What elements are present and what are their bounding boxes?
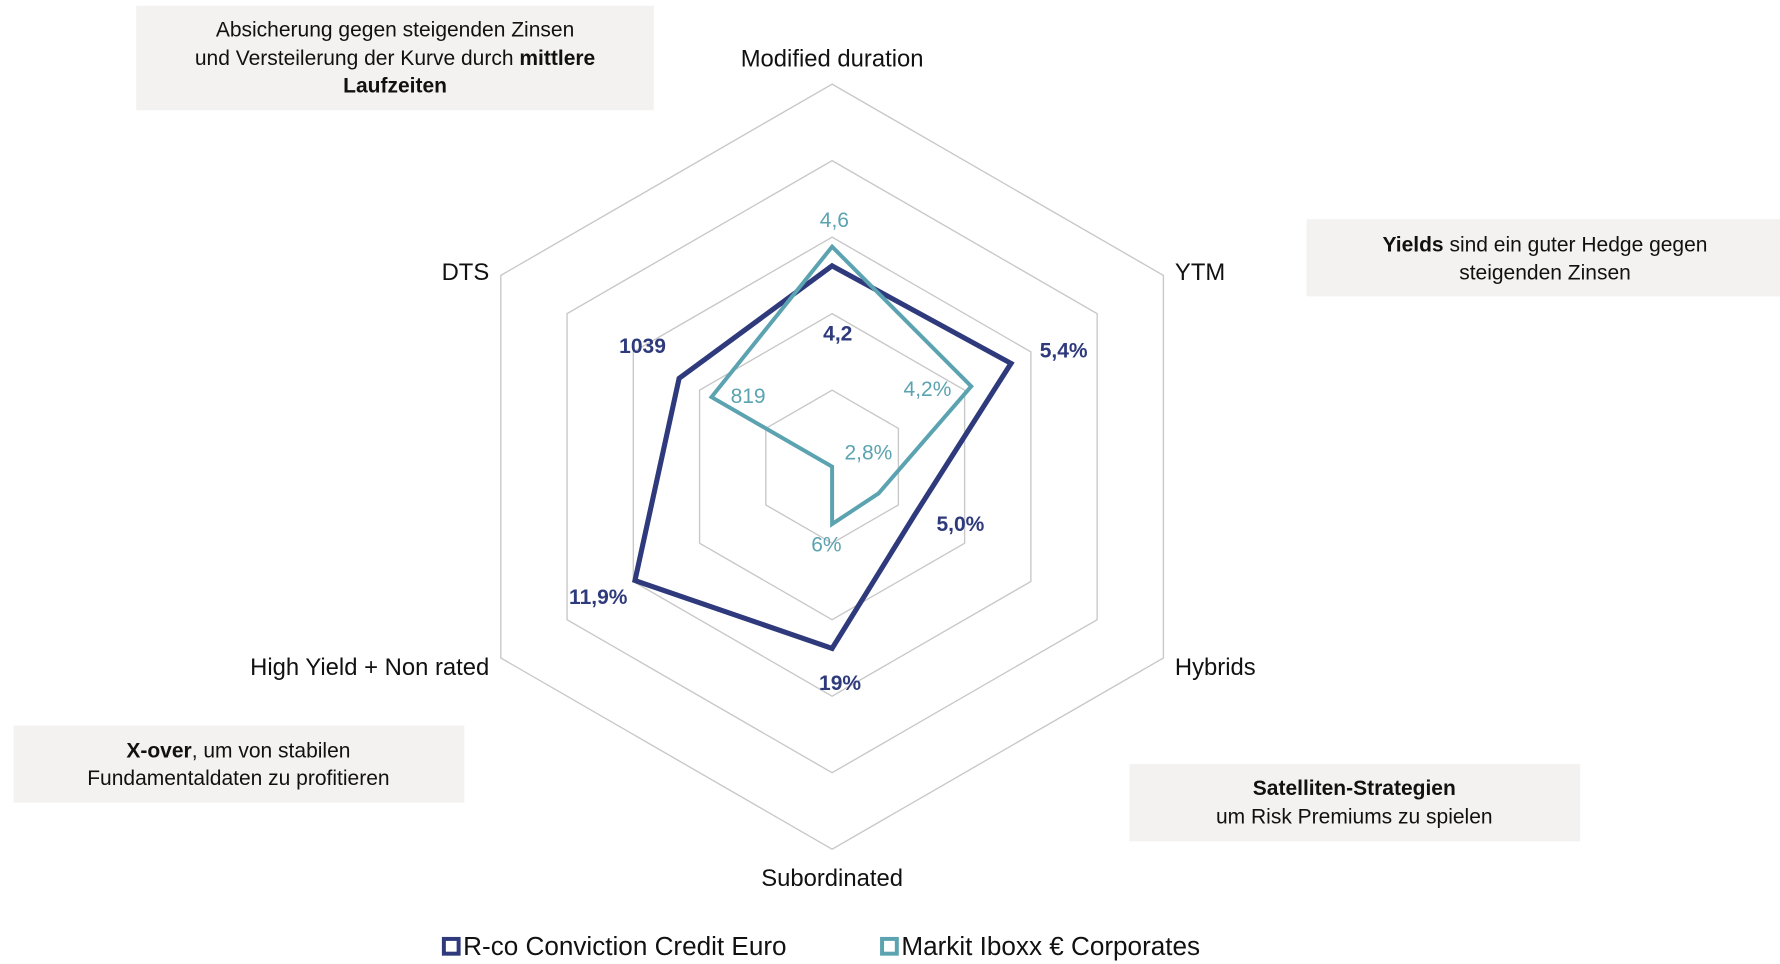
grid-ring	[500, 83, 1165, 851]
annotation-text: X-over, um von stabilen	[126, 739, 350, 762]
annotation-box	[1306, 219, 1780, 297]
annotation-segment: mittlere	[519, 47, 595, 70]
annotation-segment: Satelliten-Strategien	[1253, 777, 1456, 800]
axis-label: DTS	[442, 259, 490, 286]
annotation-box	[136, 5, 654, 111]
legend-marker	[441, 936, 461, 956]
annotation-segment: um Risk Premiums zu spielen	[1216, 805, 1493, 828]
value-label: 6%	[811, 534, 841, 557]
annotation-text: Laufzeiten	[343, 74, 447, 97]
annotation-box	[1129, 764, 1581, 842]
axis-label: YTM	[1175, 259, 1225, 286]
annotation-segment: sind ein guter Hedge gegen	[1444, 233, 1708, 256]
value-label: 4,6	[820, 209, 849, 232]
legend-label: Markit Iboxx € Corporates	[901, 931, 1200, 961]
annotation-text: um Risk Premiums zu spielen	[1216, 805, 1493, 828]
axis-label: Modified duration	[741, 46, 924, 73]
value-label: 819	[731, 385, 766, 408]
annotation-segment: X-over	[126, 739, 191, 762]
value-label: 1039	[619, 335, 666, 358]
axis-label: Subordinated	[761, 865, 903, 892]
annotation-segment: Fundamentaldaten zu profitieren	[87, 766, 389, 789]
annotation-text: Satelliten-Strategien	[1253, 777, 1456, 800]
annotation-segment: Absicherung gegen steigenden Zinsen	[216, 18, 574, 41]
annotation-text: Yields sind ein guter Hedge gegen	[1383, 233, 1708, 256]
annotation-segment: Laufzeiten	[343, 74, 447, 97]
annotation-text: und Versteilerung der Kurve durch mittle…	[195, 47, 595, 70]
grid-ring	[698, 312, 966, 621]
value-label: 5,4%	[1040, 340, 1088, 363]
value-label: 11,9%	[569, 586, 628, 609]
annotation-text: steigenden Zinsen	[1459, 261, 1631, 284]
axis-label: High Yield + Non rated	[250, 654, 489, 681]
series-line	[631, 262, 1015, 652]
annotation-segment: , um von stabilen	[192, 739, 351, 762]
series-line	[708, 243, 974, 528]
grid-ring	[632, 236, 1032, 697]
legend-marker	[880, 936, 899, 956]
value-label: 5,0%	[936, 513, 984, 536]
axis-label: Hybrids	[1175, 654, 1256, 681]
annotation-text: Absicherung gegen steigenden Zinsen	[216, 18, 574, 41]
annotation-segment: steigenden Zinsen	[1459, 261, 1631, 284]
value-label: 4,2	[823, 323, 852, 346]
annotation-segment: und Versteilerung der Kurve durch	[195, 47, 520, 70]
value-label: 4,2%	[904, 378, 952, 401]
annotation-box	[13, 725, 465, 803]
legend-label: R-co Conviction Credit Euro	[463, 931, 786, 961]
annotation-segment: Yields	[1383, 233, 1444, 256]
value-label: 2,8%	[844, 442, 892, 465]
annotation-text: Fundamentaldaten zu profitieren	[87, 766, 389, 789]
value-label: 19%	[819, 672, 861, 695]
grid-ring	[566, 159, 1098, 774]
